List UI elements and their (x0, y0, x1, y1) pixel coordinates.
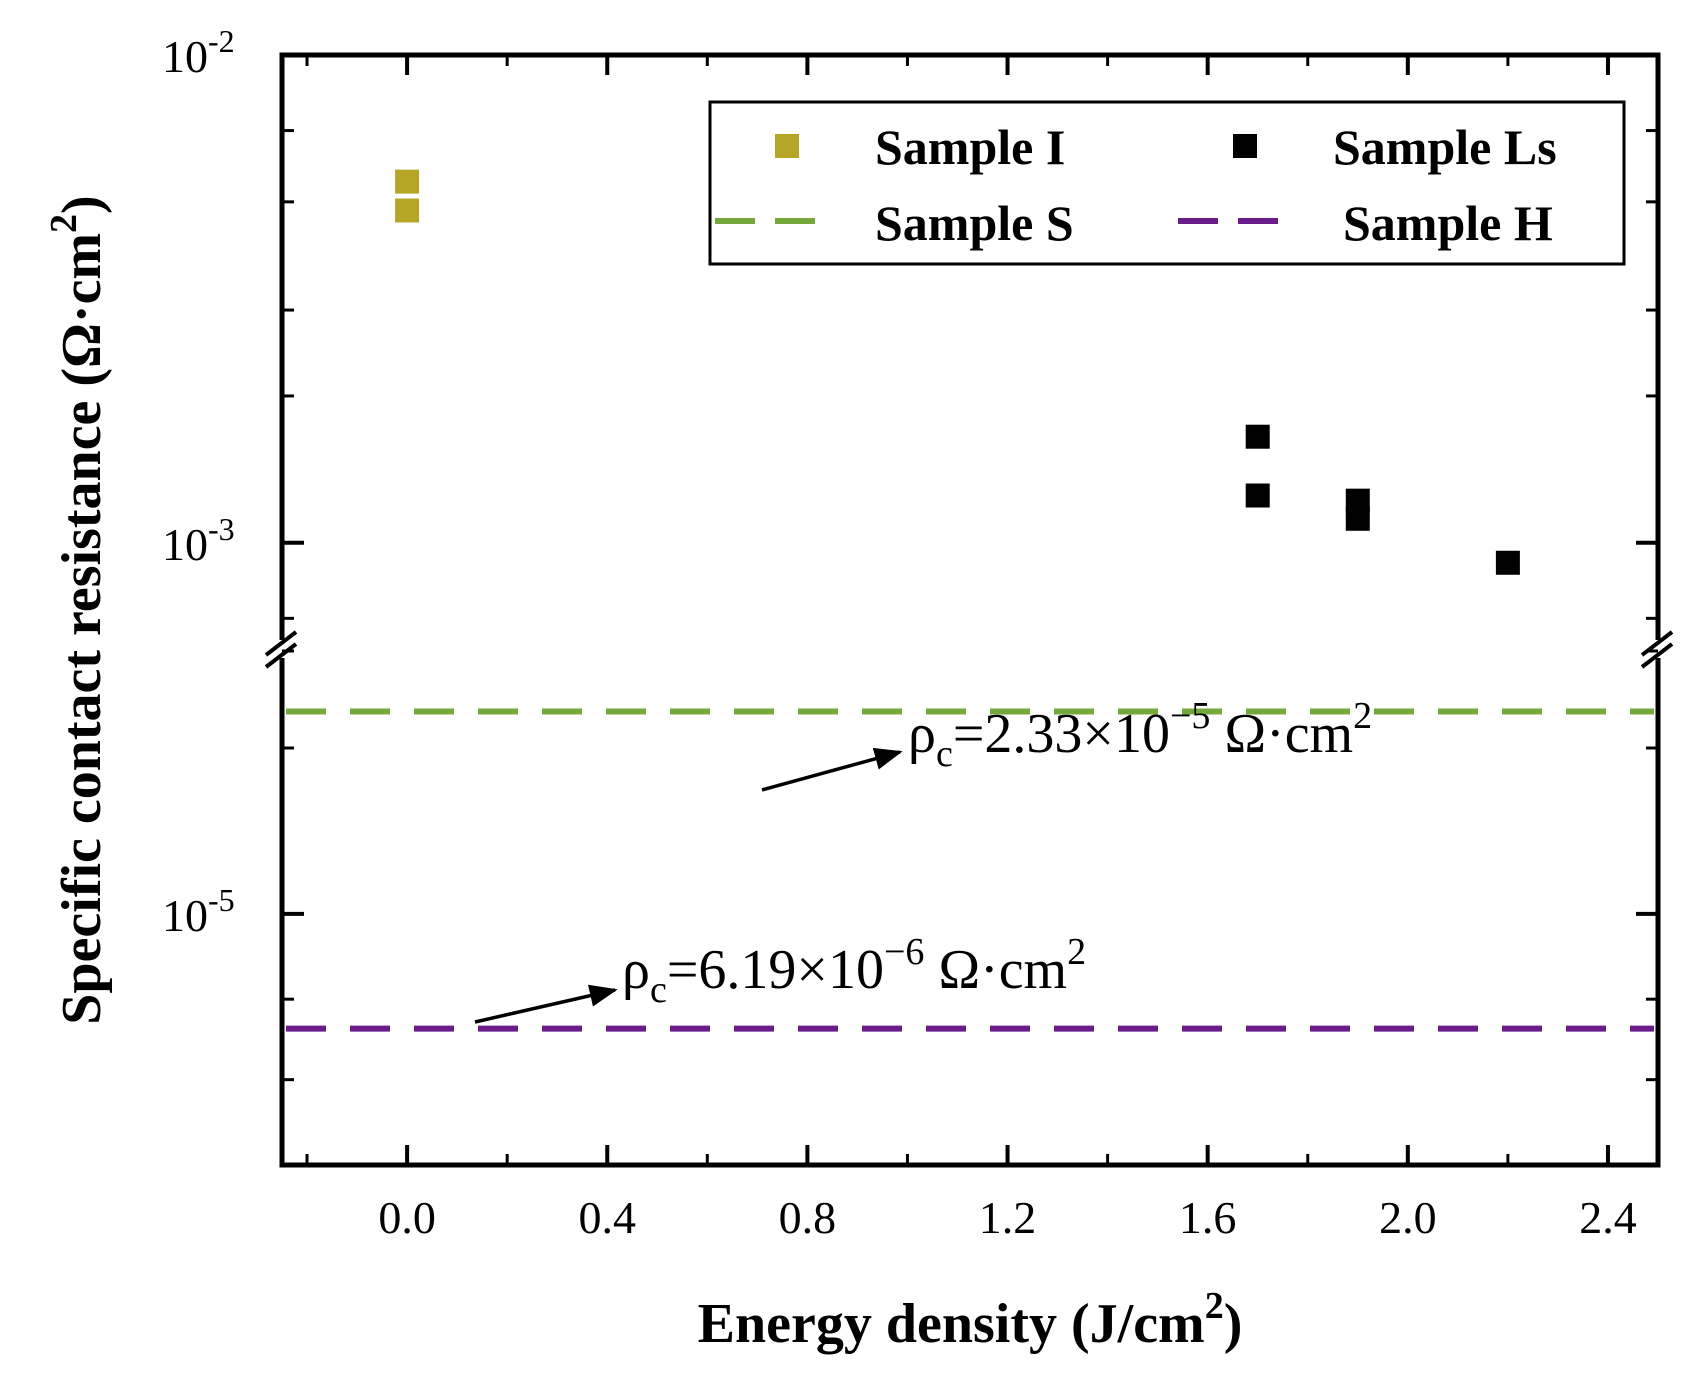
y-tick-label: 10-2 (162, 23, 235, 82)
point-sample-ls (1245, 483, 1270, 508)
y-axis-title: Specific contact resistance (Ω·cm2) (43, 195, 113, 1024)
x-tick-label: 1.2 (979, 1192, 1037, 1243)
reference-lines (286, 708, 1654, 1032)
legend-box (708, 100, 1626, 266)
legend: Sample I Sample Ls Sample S Sample H (708, 100, 1626, 266)
x-axis-title: Energy density (J/cm2) (698, 1285, 1243, 1355)
legend-marker-sample-i (775, 134, 799, 158)
x-tick-label: 2.0 (1379, 1192, 1437, 1243)
point-sample-i (395, 198, 420, 223)
annotation-arrow-sample-h (474, 984, 618, 1024)
axis-break-left (264, 630, 298, 669)
data-points (395, 169, 1520, 575)
point-sample-ls (1345, 506, 1370, 531)
annotation-sample-h: ρc=6.19×10−6 Ω·cm2 (622, 931, 1086, 1011)
x-tick-label: 1.6 (1179, 1192, 1237, 1243)
y-tick-label: 10-3 (162, 511, 235, 570)
legend-marker-sample-ls (1233, 134, 1257, 158)
legend-label-sample-h: Sample H (1343, 195, 1553, 251)
point-sample-ls (1495, 550, 1520, 575)
annotation-sample-s: ρc=2.33×10−5 Ω·cm2 (908, 695, 1372, 775)
legend-label-sample-ls: Sample Ls (1333, 119, 1557, 175)
legend-label-sample-s: Sample S (875, 195, 1074, 251)
annotation-arrow-sample-s (761, 747, 903, 792)
x-tick-label: 0.0 (378, 1192, 436, 1243)
legend-label-sample-i: Sample I (875, 119, 1065, 175)
x-axis-ticks: 0.0 0.4 0.8 1.2 1.6 2.0 2.4 (305, 55, 1637, 1243)
point-sample-i (395, 169, 420, 194)
x-tick-label: 2.4 (1579, 1192, 1637, 1243)
x-tick-label: 0.8 (779, 1192, 837, 1243)
point-sample-ls (1245, 424, 1270, 449)
plot-frame (279, 52, 1661, 1168)
y-tick-label: 10-5 (162, 882, 235, 941)
x-tick-label: 0.4 (578, 1192, 636, 1243)
y-axis-ticks: 10-2 10-3 10-5 (162, 23, 1658, 1082)
